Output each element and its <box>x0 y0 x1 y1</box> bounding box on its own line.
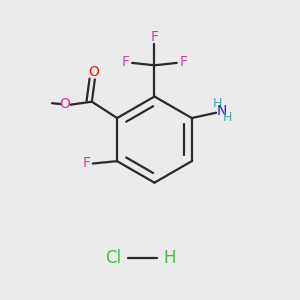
Text: H: H <box>223 111 232 124</box>
Text: O: O <box>88 65 99 79</box>
Text: Cl: Cl <box>105 250 121 268</box>
Text: H: H <box>163 250 176 268</box>
Text: N: N <box>216 104 227 118</box>
Text: F: F <box>122 55 130 69</box>
Text: O: O <box>60 97 70 111</box>
Text: H: H <box>212 97 222 110</box>
Text: F: F <box>151 30 158 44</box>
Text: F: F <box>179 55 187 69</box>
Text: F: F <box>82 156 90 170</box>
